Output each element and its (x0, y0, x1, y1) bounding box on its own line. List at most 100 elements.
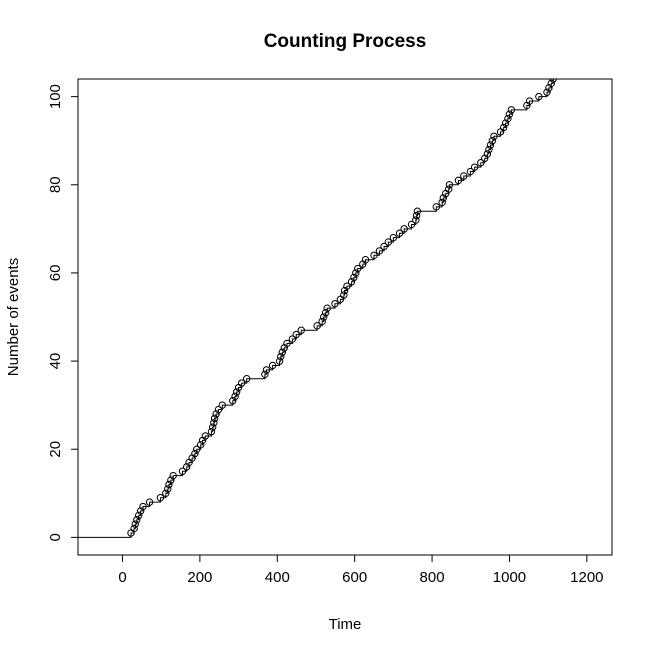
data-point (130, 524, 138, 533)
data-point (133, 516, 141, 524)
y-axis-label: Number of events (5, 258, 22, 376)
data-point (232, 388, 241, 396)
data-point (543, 88, 551, 96)
data-point (343, 282, 351, 290)
data-point (380, 242, 388, 251)
data-point (439, 194, 447, 202)
x-tick-label: 600 (342, 569, 367, 586)
data-point (135, 511, 143, 520)
data-point (486, 141, 495, 149)
data-point (407, 220, 416, 229)
y-tick-label: 80 (47, 176, 64, 193)
data-point (178, 467, 187, 475)
data-point (460, 172, 468, 180)
data-point (193, 445, 201, 453)
data-point (261, 370, 269, 378)
data-point (136, 507, 145, 515)
data-point (268, 361, 277, 370)
data-point (201, 432, 210, 440)
data-point (445, 181, 454, 189)
data-point (292, 330, 300, 339)
data-point (354, 264, 362, 273)
data-point (535, 92, 543, 101)
data-point (313, 322, 321, 330)
y-tick-label: 100 (47, 84, 64, 109)
data-point (207, 427, 216, 436)
data-point (352, 269, 360, 277)
chart-title: Counting Process (264, 31, 427, 52)
data-point (218, 401, 227, 409)
x-tick-label: 800 (420, 569, 445, 586)
data-point (243, 375, 251, 383)
data-point (412, 216, 420, 224)
data-point (275, 357, 284, 365)
data-point (504, 114, 512, 123)
data-point (164, 485, 172, 493)
data-point (283, 339, 291, 348)
x-axis: 0 200 400 600 800 1000 1200 (118, 554, 604, 586)
x-tick-label: 200 (187, 569, 212, 586)
x-tick-label: 1000 (493, 569, 526, 586)
data-point (229, 397, 237, 405)
data-point (277, 352, 285, 361)
data-point (196, 441, 205, 449)
data-point (477, 159, 485, 167)
data-point (483, 150, 492, 158)
x-tick-label: 400 (265, 569, 290, 586)
y-tick-label: 60 (47, 265, 64, 282)
data-point (340, 286, 349, 295)
data-point (413, 207, 422, 215)
data-point (370, 251, 378, 259)
data-point (288, 335, 297, 343)
data-point (214, 405, 223, 414)
data-point (320, 313, 328, 321)
x-axis-label: Time (329, 616, 362, 633)
data-point (389, 233, 398, 242)
data-point (167, 476, 175, 484)
data-point (156, 494, 165, 502)
data-point (162, 489, 170, 497)
data-point (485, 145, 493, 154)
data-point (231, 392, 239, 401)
data-point (210, 419, 218, 427)
data-point (445, 185, 453, 193)
data-point (169, 471, 177, 480)
data-point (145, 498, 154, 506)
data-point (545, 84, 553, 92)
y-axis: 0 20 40 60 80 100 (47, 84, 79, 542)
data-point (384, 238, 393, 246)
data-point (347, 278, 356, 286)
data-point (470, 163, 479, 171)
data-point (395, 229, 404, 237)
data-point (490, 132, 498, 140)
data-point (525, 97, 534, 105)
data-point (297, 326, 305, 334)
data-point (208, 423, 217, 431)
data-point (139, 502, 147, 511)
data-point (278, 348, 287, 356)
data-point (499, 123, 508, 132)
data-point (466, 167, 475, 176)
data-point (165, 480, 173, 489)
data-point (501, 119, 510, 127)
data-point (432, 203, 441, 211)
data-point (210, 414, 219, 423)
data-point (323, 304, 331, 312)
plot-area (78, 79, 557, 538)
data-point (331, 300, 339, 308)
data-point (262, 366, 271, 374)
data-point (375, 247, 384, 255)
y-tick-label: 20 (47, 441, 64, 458)
data-point (507, 106, 516, 114)
x-tick-label: 1200 (570, 569, 603, 586)
x-tick-label: 0 (118, 569, 126, 586)
data-point (412, 211, 421, 220)
data-point (361, 256, 370, 264)
data-point (547, 79, 555, 88)
data-point (438, 198, 446, 207)
data-point (212, 410, 220, 418)
data-point (237, 379, 246, 387)
data-point (454, 176, 463, 185)
